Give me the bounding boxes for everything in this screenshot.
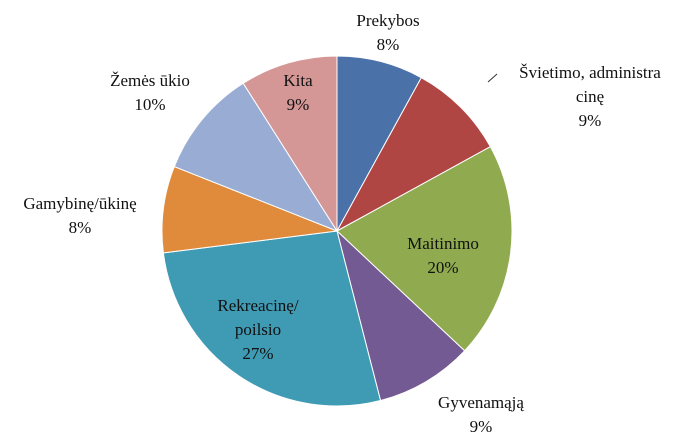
- label-line: poilsio: [235, 320, 281, 339]
- slice-value-label: 9%: [579, 111, 602, 130]
- pie-slice: [336, 229, 466, 402]
- slice-label: Gamybinę/ūkinę: [23, 194, 136, 213]
- leader-line: [487, 73, 498, 83]
- slice-value-label: 9%: [287, 95, 310, 114]
- label-line: Prekybos: [356, 11, 419, 30]
- slice-label: Rekreacinę/poilsio: [217, 296, 298, 339]
- slice-value-label: 8%: [377, 35, 400, 54]
- slice-label: Kita: [283, 71, 313, 90]
- pie-slice: [335, 76, 492, 233]
- slice-value-label: 9%: [470, 417, 493, 432]
- pie-slice: [162, 230, 382, 407]
- label-line: Rekreacinę/: [217, 296, 298, 315]
- slice-value-label: 8%: [69, 218, 92, 237]
- slice-label: Gyvenamąją: [438, 393, 524, 412]
- slice-value-label: 27%: [242, 344, 273, 363]
- label-line: Žemės ūkio: [110, 71, 190, 90]
- label-line: Kita: [283, 71, 313, 90]
- slice-label: Švietimo, administra cinę: [519, 63, 661, 106]
- label-line: Švietimo, administra: [519, 63, 661, 82]
- slice-label: Prekybos: [356, 11, 419, 30]
- slice-label: Žemės ūkio: [110, 71, 190, 90]
- slice-value-label: 10%: [134, 95, 165, 114]
- pie-slice: [336, 146, 513, 352]
- pie-slice: [173, 82, 339, 233]
- slice-label: Maitinimo: [407, 234, 479, 253]
- pie: [161, 55, 513, 407]
- slice-value-label: 20%: [427, 258, 458, 277]
- label-line: Maitinimo: [407, 234, 479, 253]
- label-line: Gamybinę/ūkinę: [23, 194, 136, 213]
- label-line: Gyvenamąją: [438, 393, 524, 412]
- pie-slice: [242, 55, 338, 233]
- label-line: cinę: [576, 87, 604, 106]
